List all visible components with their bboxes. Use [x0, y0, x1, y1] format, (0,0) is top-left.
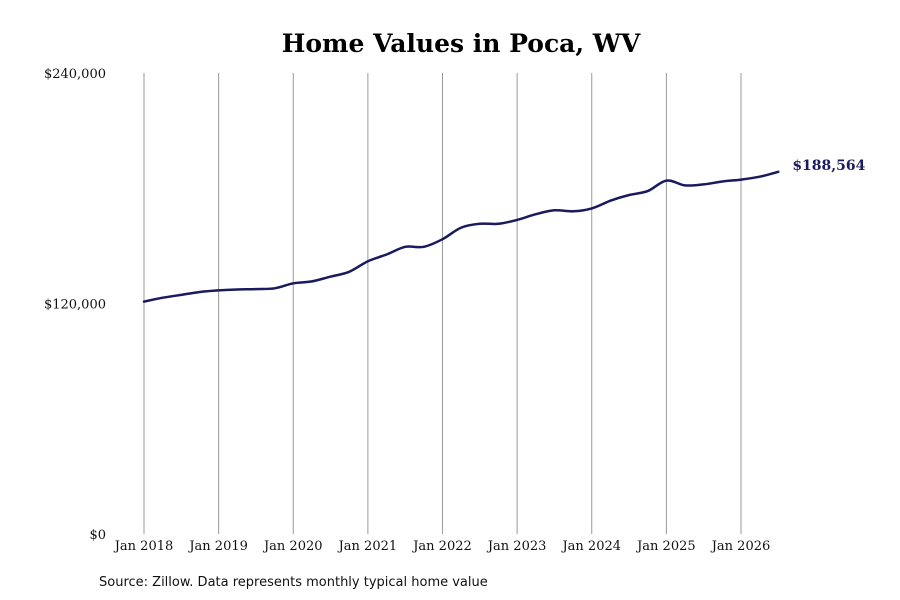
- x-tick-label: Jan 2023: [486, 539, 547, 554]
- x-tick-label: Jan 2025: [635, 539, 696, 554]
- home-value-line: [142, 170, 780, 303]
- y-tick-label: $0: [89, 528, 106, 543]
- x-axis-tick-labels: Jan 2018 Jan 2019 Jan 2020 Jan 2021 Jan 2022…: [113, 539, 771, 554]
- y-tick-label: $240,000: [44, 67, 106, 82]
- x-tick-label: Jan 2018: [113, 539, 174, 554]
- x-tick-label: Jan 2022: [411, 539, 472, 554]
- last-value-label: $188,564: [792, 158, 865, 174]
- vertical-gridlines: [143, 73, 742, 534]
- y-tick-label: $120,000: [44, 298, 106, 313]
- source-note: Source: Zillow. Data represents monthly …: [99, 575, 488, 590]
- chart-title: Home Values in Poca, WV: [282, 29, 641, 58]
- series-group: [142, 170, 780, 303]
- x-tick-label: Jan 2019: [187, 539, 248, 554]
- y-axis-tick-labels: $0 $120,000 $240,000: [44, 67, 106, 543]
- x-tick-label: Jan 2024: [560, 539, 621, 554]
- x-tick-label: Jan 2026: [710, 539, 771, 554]
- x-tick-label: Jan 2021: [337, 539, 398, 554]
- x-tick-label: Jan 2020: [262, 539, 323, 554]
